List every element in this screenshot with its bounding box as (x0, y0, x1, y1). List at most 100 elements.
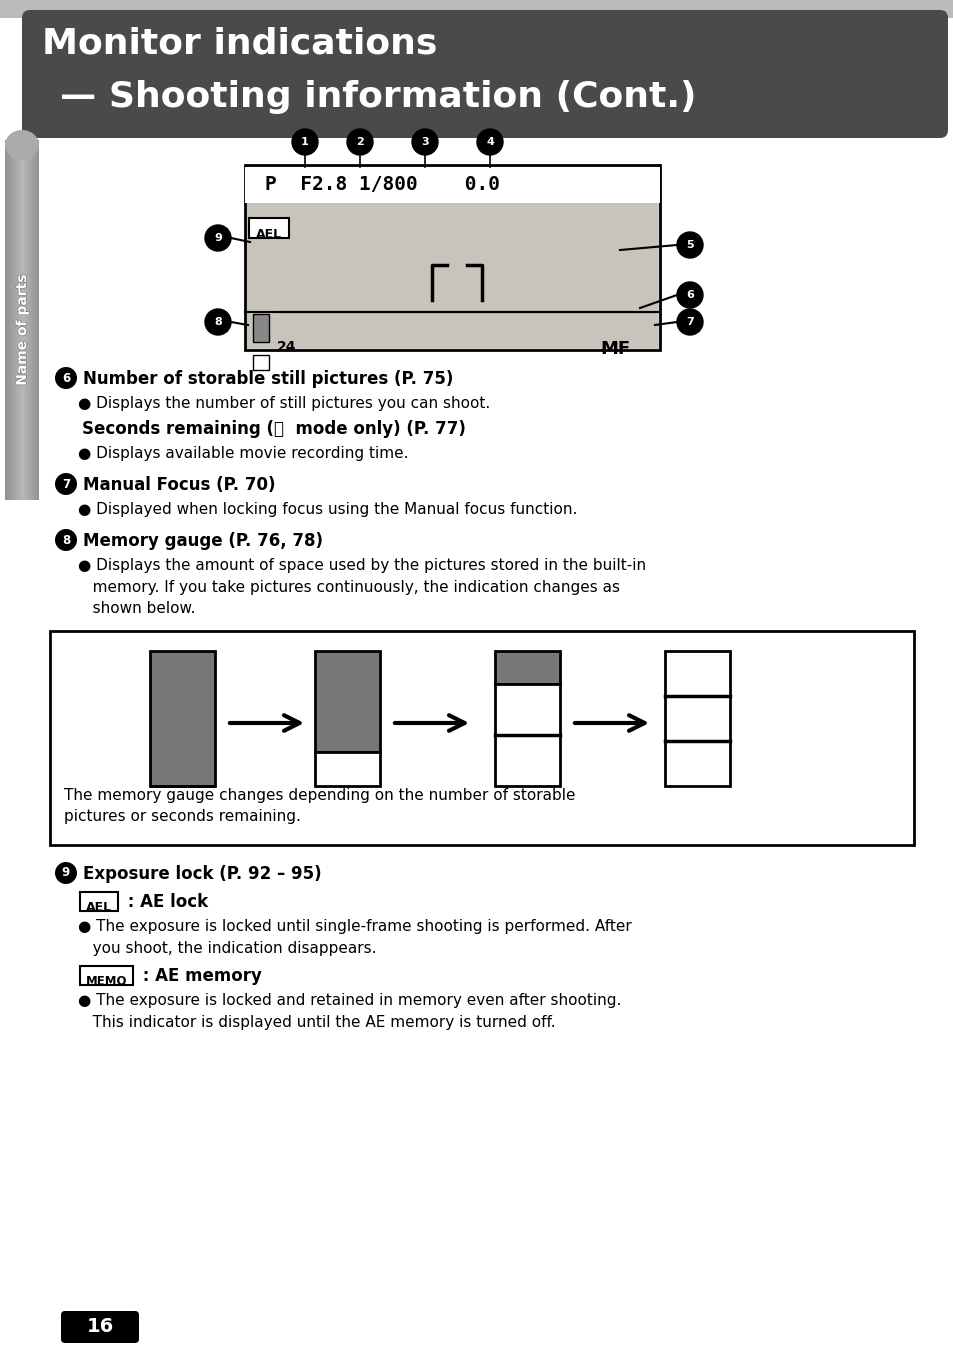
Bar (33, 140, 34, 499)
Bar (495, 684, 559, 786)
Circle shape (205, 310, 231, 335)
Bar (14, 140, 15, 499)
Bar (32, 140, 33, 499)
Bar (13, 140, 14, 499)
Text: 24: 24 (276, 341, 296, 354)
Text: The memory gauge changes depending on the number of storable
pictures or seconds: The memory gauge changes depending on th… (64, 787, 575, 824)
Bar (664, 651, 729, 786)
FancyBboxPatch shape (80, 965, 133, 984)
Text: 16: 16 (87, 1318, 113, 1337)
Text: Seconds remaining (⎙  mode only) (P. 77): Seconds remaining (⎙ mode only) (P. 77) (82, 420, 465, 437)
Bar (34, 140, 35, 499)
Bar (22, 140, 23, 499)
Text: MEMO: MEMO (86, 975, 128, 988)
Text: ● The exposure is locked and retained in memory even after shooting.
   This ind: ● The exposure is locked and retained in… (78, 993, 620, 1030)
Bar (28, 140, 29, 499)
Bar (30, 17, 70, 131)
Bar (21, 140, 22, 499)
Bar (17, 140, 18, 499)
Text: AEL: AEL (255, 227, 282, 241)
Text: 6: 6 (62, 371, 71, 385)
Text: Exposure lock (P. 92 – 95): Exposure lock (P. 92 – 95) (83, 865, 321, 883)
Bar (15, 140, 16, 499)
Bar (37, 140, 38, 499)
Text: MF: MF (599, 341, 630, 358)
Text: : AE lock: : AE lock (122, 892, 208, 911)
Bar (0, 0, 953, 17)
Circle shape (55, 861, 77, 884)
Text: Manual Focus (P. 70): Manual Focus (P. 70) (83, 476, 275, 494)
Bar (19, 140, 20, 499)
Circle shape (205, 225, 231, 250)
Circle shape (412, 129, 437, 155)
Bar (253, 314, 269, 342)
Text: 1: 1 (301, 137, 309, 147)
Text: 9: 9 (62, 867, 71, 879)
Circle shape (347, 129, 373, 155)
Bar (23, 140, 24, 499)
Text: 3: 3 (420, 137, 428, 147)
Bar (495, 651, 559, 684)
Bar (12, 140, 13, 499)
Bar (247, 198, 658, 349)
Bar (9, 140, 10, 499)
Text: Memory gauge (P. 76, 78): Memory gauge (P. 76, 78) (83, 532, 323, 551)
Text: 8: 8 (213, 318, 222, 327)
Bar (16, 140, 17, 499)
Bar (5, 140, 39, 499)
Text: — Shooting information (Cont.): — Shooting information (Cont.) (60, 79, 696, 114)
FancyBboxPatch shape (80, 891, 118, 910)
Text: ● The exposure is locked until single-frame shooting is performed. After
   you : ● The exposure is locked until single-fr… (78, 919, 631, 956)
Bar (314, 752, 379, 786)
Text: ● Displays the amount of space used by the pictures stored in the built-in
   me: ● Displays the amount of space used by t… (78, 559, 645, 616)
Text: 5: 5 (685, 240, 693, 250)
Text: 8: 8 (62, 533, 71, 546)
Text: 9: 9 (213, 233, 222, 244)
Circle shape (55, 529, 77, 551)
Bar (10, 140, 11, 499)
Circle shape (677, 232, 702, 258)
Text: 2: 2 (355, 137, 363, 147)
FancyBboxPatch shape (249, 218, 289, 238)
Bar (245, 166, 659, 350)
Text: : AE memory: : AE memory (137, 966, 262, 985)
Text: ● Displayed when locking focus using the Manual focus function.: ● Displayed when locking focus using the… (78, 502, 577, 517)
Bar (8, 140, 9, 499)
Text: 6: 6 (685, 289, 693, 300)
Text: AEL: AEL (86, 900, 112, 914)
Circle shape (55, 367, 77, 389)
Ellipse shape (5, 131, 39, 160)
Circle shape (292, 129, 317, 155)
Text: ● Displays available movie recording time.: ● Displays available movie recording tim… (78, 446, 408, 460)
Bar (38, 140, 39, 499)
Text: Number of storable still pictures (P. 75): Number of storable still pictures (P. 75… (83, 370, 453, 388)
Bar (150, 651, 214, 786)
Text: 4: 4 (485, 137, 494, 147)
Bar (11, 140, 12, 499)
Bar (35, 140, 36, 499)
Bar (18, 140, 19, 499)
Text: Name of parts: Name of parts (15, 275, 29, 386)
Bar (6, 140, 7, 499)
FancyBboxPatch shape (50, 631, 913, 845)
Bar (25, 140, 26, 499)
Bar (27, 140, 28, 499)
Bar (245, 167, 659, 203)
Bar (29, 140, 30, 499)
Bar (26, 140, 27, 499)
Bar (253, 355, 269, 370)
Text: 7: 7 (685, 318, 693, 327)
Bar (30, 140, 32, 499)
Bar (7, 140, 8, 499)
Bar (36, 140, 37, 499)
FancyBboxPatch shape (61, 1311, 139, 1343)
FancyBboxPatch shape (22, 9, 947, 139)
Text: P  F2.8 1/800    0.0: P F2.8 1/800 0.0 (265, 175, 499, 194)
Text: Monitor indications: Monitor indications (42, 26, 436, 61)
Circle shape (677, 283, 702, 308)
Bar (24, 140, 25, 499)
Circle shape (677, 310, 702, 335)
Circle shape (55, 472, 77, 495)
Circle shape (476, 129, 502, 155)
Text: 7: 7 (62, 478, 70, 490)
